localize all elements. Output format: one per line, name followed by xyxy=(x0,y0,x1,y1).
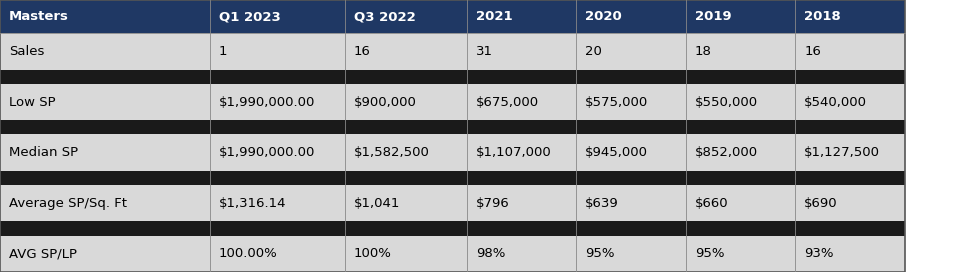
Bar xyxy=(0,236,210,272)
Text: 31: 31 xyxy=(476,45,492,58)
Bar xyxy=(795,33,905,70)
Text: 20: 20 xyxy=(585,45,602,58)
Text: $796: $796 xyxy=(476,197,510,210)
Text: 100.00%: 100.00% xyxy=(219,247,277,260)
Bar xyxy=(795,185,905,221)
Text: $1,316.14: $1,316.14 xyxy=(219,197,286,210)
Text: $945,000: $945,000 xyxy=(585,146,648,159)
Bar xyxy=(686,236,795,272)
Text: $1,582,500: $1,582,500 xyxy=(354,146,430,159)
Bar xyxy=(210,84,345,120)
Text: 2020: 2020 xyxy=(585,10,622,23)
Bar xyxy=(686,185,795,221)
Text: AVG SP/LP: AVG SP/LP xyxy=(9,247,77,260)
Text: 95%: 95% xyxy=(695,247,724,260)
Bar xyxy=(345,185,467,221)
Text: $900,000: $900,000 xyxy=(354,95,416,109)
Bar xyxy=(210,134,345,171)
Text: $690: $690 xyxy=(804,197,837,210)
Bar xyxy=(686,134,795,171)
Bar xyxy=(795,134,905,171)
Text: 95%: 95% xyxy=(585,247,615,260)
Text: $1,041: $1,041 xyxy=(354,197,400,210)
Text: 2018: 2018 xyxy=(804,10,841,23)
Text: 2021: 2021 xyxy=(476,10,512,23)
Text: 2019: 2019 xyxy=(695,10,731,23)
Bar xyxy=(467,84,576,120)
Bar xyxy=(345,236,467,272)
Bar xyxy=(467,134,576,171)
Bar xyxy=(576,84,686,120)
Bar xyxy=(0,221,905,236)
Text: Masters: Masters xyxy=(9,10,68,23)
Bar xyxy=(0,185,210,221)
Text: $1,107,000: $1,107,000 xyxy=(476,146,552,159)
Text: $540,000: $540,000 xyxy=(804,95,867,109)
Text: $1,127,500: $1,127,500 xyxy=(804,146,880,159)
Bar xyxy=(795,236,905,272)
Bar xyxy=(576,134,686,171)
Bar xyxy=(686,33,795,70)
Bar xyxy=(0,0,905,33)
Bar xyxy=(210,236,345,272)
Text: $575,000: $575,000 xyxy=(585,95,649,109)
Text: Low SP: Low SP xyxy=(9,95,56,109)
Text: 18: 18 xyxy=(695,45,711,58)
Bar xyxy=(0,120,905,134)
Text: 16: 16 xyxy=(354,45,370,58)
Text: $550,000: $550,000 xyxy=(695,95,758,109)
Bar xyxy=(576,236,686,272)
Bar xyxy=(345,134,467,171)
Text: 98%: 98% xyxy=(476,247,505,260)
Text: Median SP: Median SP xyxy=(9,146,78,159)
Bar xyxy=(686,84,795,120)
Bar xyxy=(467,185,576,221)
Text: $675,000: $675,000 xyxy=(476,95,539,109)
Text: Sales: Sales xyxy=(9,45,44,58)
Text: 93%: 93% xyxy=(804,247,833,260)
Text: $660: $660 xyxy=(695,197,728,210)
Bar xyxy=(0,134,210,171)
Text: Q3 2022: Q3 2022 xyxy=(354,10,415,23)
Bar xyxy=(576,33,686,70)
Text: $1,990,000.00: $1,990,000.00 xyxy=(219,95,316,109)
Text: 100%: 100% xyxy=(354,247,392,260)
Text: Average SP/Sq. Ft: Average SP/Sq. Ft xyxy=(9,197,127,210)
Bar xyxy=(0,70,905,84)
Bar xyxy=(0,33,210,70)
Text: $639: $639 xyxy=(585,197,619,210)
Bar xyxy=(467,33,576,70)
Bar xyxy=(210,33,345,70)
Bar xyxy=(345,84,467,120)
Text: Q1 2023: Q1 2023 xyxy=(219,10,280,23)
Bar xyxy=(795,84,905,120)
Bar xyxy=(576,185,686,221)
Bar xyxy=(345,33,467,70)
Bar xyxy=(0,84,210,120)
Bar xyxy=(0,171,905,185)
Text: 16: 16 xyxy=(804,45,821,58)
Text: $1,990,000.00: $1,990,000.00 xyxy=(219,146,316,159)
Bar xyxy=(210,185,345,221)
Text: 1: 1 xyxy=(219,45,228,58)
Text: $852,000: $852,000 xyxy=(695,146,758,159)
Bar xyxy=(467,236,576,272)
